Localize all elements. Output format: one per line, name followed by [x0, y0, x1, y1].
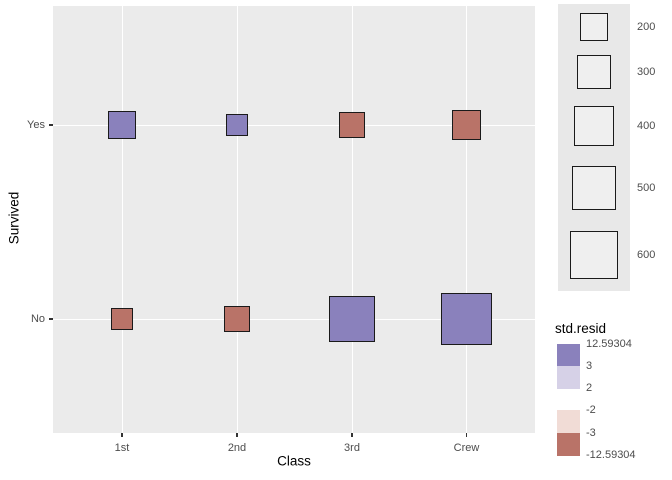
color-legend-block-1	[557, 365, 580, 389]
y-tick-label-Yes: Yes	[27, 118, 45, 131]
grid-line-horizontal-Yes	[53, 124, 535, 126]
x-tick-label-2nd: 2nd	[227, 442, 247, 454]
size-legend-key-200	[579, 12, 609, 42]
size-legend-label-500: 500	[637, 182, 656, 194]
data-square-Crew-Yes	[451, 110, 482, 140]
color-legend-label-2: 2	[586, 382, 593, 395]
size-legend-key-300	[576, 54, 612, 90]
x-tick-label-3rd: 3rd	[344, 442, 360, 454]
grid-line-vertical-3rd	[351, 6, 353, 433]
color-legend-label-3: 3	[586, 359, 593, 372]
size-legend-label-300: 300	[637, 66, 656, 78]
size-legend-label-600: 600	[637, 249, 656, 261]
size-legend-key-500	[571, 165, 617, 211]
plot-panel	[53, 6, 535, 433]
y-tick-label-No: No	[30, 312, 45, 325]
y-axis-title: Survived	[6, 191, 22, 245]
x-tick-Crew	[465, 433, 468, 437]
color-legend-block-4	[557, 432, 580, 456]
y-tick-Yes	[49, 124, 53, 126]
data-square-Crew-No	[440, 293, 493, 345]
x-axis-title: Class	[277, 453, 311, 469]
data-square-1st-No	[110, 307, 134, 331]
data-square-1st-Yes	[107, 110, 137, 140]
x-tick-3rd	[351, 433, 353, 437]
color-legend-block-3	[557, 410, 580, 434]
color-legend-label--3: -3	[586, 426, 596, 439]
color-legend-label--12.59304: -12.59304	[586, 449, 636, 462]
color-legend-block-0	[557, 343, 580, 367]
color-legend-label--2: -2	[586, 404, 596, 417]
data-square-2nd-Yes	[226, 114, 248, 136]
x-tick-label-1st: 1st	[114, 442, 130, 454]
grid-line-horizontal-No	[53, 318, 535, 320]
grid-line-vertical-2nd	[236, 6, 238, 433]
size-legend-key-400	[574, 106, 614, 146]
size-legend-key-600	[569, 230, 619, 280]
size-legend-label-400: 400	[637, 120, 656, 132]
data-square-3rd-No	[329, 296, 375, 342]
y-tick-No	[49, 318, 53, 320]
x-tick-1st	[121, 433, 123, 437]
data-square-3rd-Yes	[338, 111, 366, 139]
color-legend-label-12.59304: 12.59304	[586, 337, 632, 350]
size-legend-label-200: 200	[637, 21, 656, 33]
color-legend-title: std.resid	[555, 321, 607, 336]
x-tick-label-Crew: Crew	[453, 442, 480, 454]
grid-line-vertical-Crew	[466, 6, 467, 433]
x-tick-2nd	[236, 433, 238, 437]
data-square-2nd-No	[224, 306, 250, 332]
grid-line-vertical-1st	[121, 6, 123, 433]
